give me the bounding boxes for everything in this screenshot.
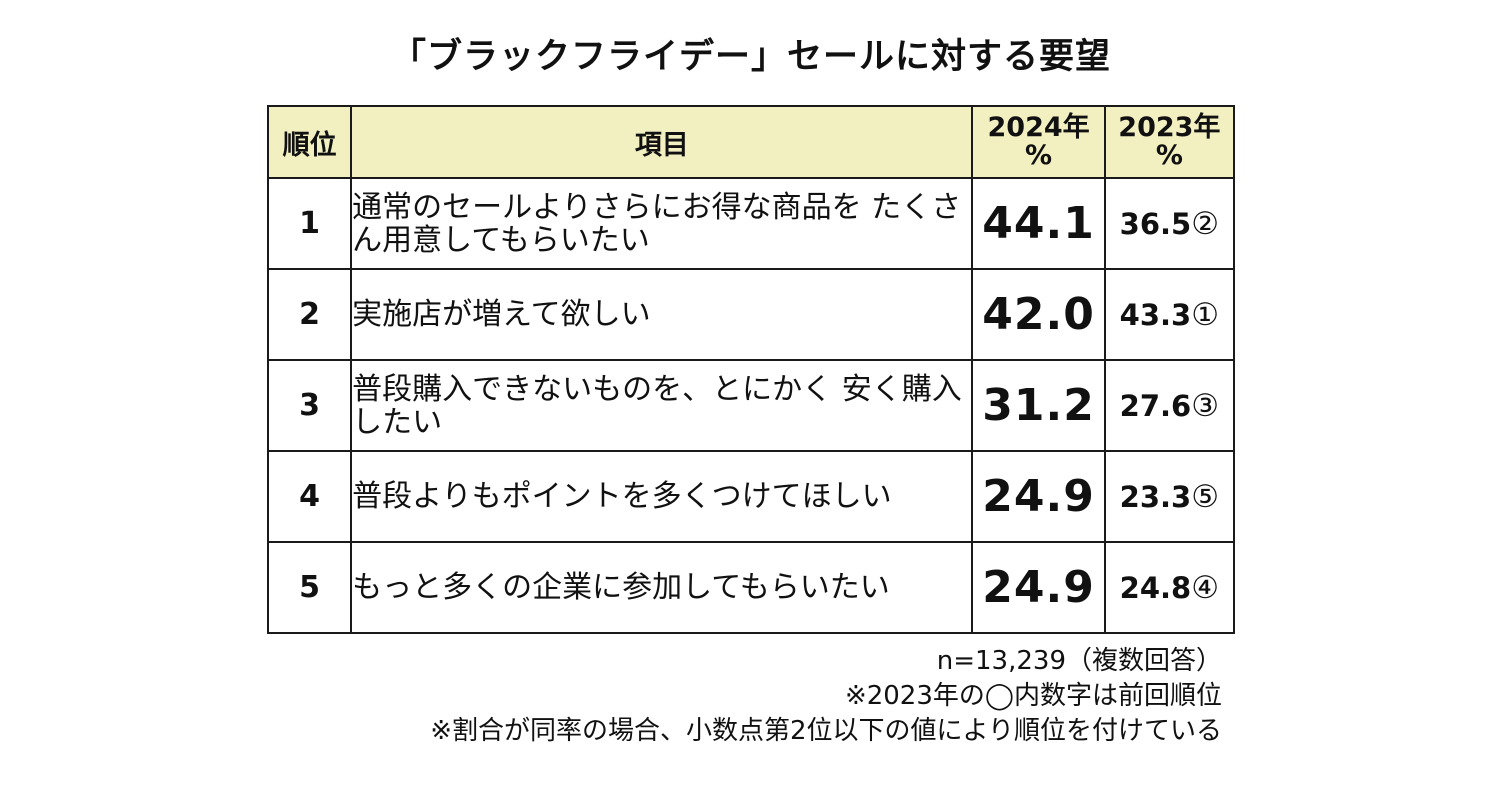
row-value-2023-number: 43.3 [1119,297,1192,332]
table-row: 2 実施店が増えて欲しい 42.0 43.3① [266,268,1236,361]
row-value-2023: 23.3⑤ [1103,450,1236,543]
row-value-2023: 43.3① [1103,268,1236,361]
header-item: 項目 [350,105,974,179]
row-rank: 2 [266,268,353,361]
ranking-table: 順位 項目 2024年 % 2023年 % 1 通常のセールよりさらにお得な商品… [266,105,1236,634]
header-2024-unit: % [1025,140,1053,171]
row-value-2024: 24.9 [971,450,1106,543]
header-row: 順位 項目 2024年 % 2023年 % [266,105,1236,179]
row-value-2023-number: 23.3 [1119,479,1192,514]
row-value-2023-number: 36.5 [1119,206,1192,241]
row-value-2023: 24.8④ [1103,541,1236,634]
row-rank: 5 [266,541,353,634]
header-2023-year: 2023年 [1118,112,1221,143]
row-rank: 3 [266,359,353,452]
row-item: 普段よりもポイントを多くつけてほしい [350,450,974,543]
row-value-2023-number: 24.8 [1119,570,1192,605]
table-row: 5 もっと多くの企業に参加してもらいたい 24.9 24.8④ [266,541,1236,634]
row-rank: 1 [266,177,353,270]
row-value-2023: 27.6③ [1103,359,1236,452]
row-value-2024: 44.1 [971,177,1106,270]
sample-size-note: n=13,239（複数回答） [936,646,1222,676]
row-item: 普段購入できないものを、とにかく 安く購入したい [350,359,974,452]
row-value-2024: 24.9 [971,541,1106,634]
previous-rank-note: ※2023年の◯内数字は前回順位 [844,681,1222,711]
header-2024: 2024年 % [971,105,1106,179]
row-value-2023-number: 27.6 [1119,388,1192,423]
header-2023: 2023年 % [1103,105,1236,179]
row-prev-rank: ① [1191,296,1220,333]
row-value-2023: 36.5② [1103,177,1236,270]
row-prev-rank: ⑤ [1191,478,1220,515]
row-rank: 4 [266,450,353,543]
row-prev-rank: ④ [1191,569,1220,606]
row-item: もっと多くの企業に参加してもらいたい [350,541,974,634]
row-value-2024: 31.2 [971,359,1106,452]
row-item: 通常のセールよりさらにお得な商品を たくさん用意してもらいたい [350,177,974,270]
table-row: 4 普段よりもポイントを多くつけてほしい 24.9 23.3⑤ [266,450,1236,543]
table-row: 3 普段購入できないものを、とにかく 安く購入したい 31.2 27.6③ [266,359,1236,452]
table-row: 1 通常のセールよりさらにお得な商品を たくさん用意してもらいたい 44.1 3… [266,177,1236,270]
footnotes: n=13,239（複数回答） ※2023年の◯内数字は前回順位 ※割合が同率の場… [430,644,1222,749]
header-2024-year: 2024年 [987,112,1090,143]
header-rank: 順位 [266,105,353,179]
row-item: 実施店が増えて欲しい [350,268,974,361]
chart-title: 「ブラックフライデー」セールに対する要望 [390,37,1111,77]
tie-rule-note: ※割合が同率の場合、小数点第2位以下の値により順位を付けている [430,716,1222,746]
row-prev-rank: ③ [1191,387,1220,424]
row-value-2024: 42.0 [971,268,1106,361]
row-prev-rank: ② [1191,205,1220,242]
header-2023-unit: % [1155,140,1183,171]
